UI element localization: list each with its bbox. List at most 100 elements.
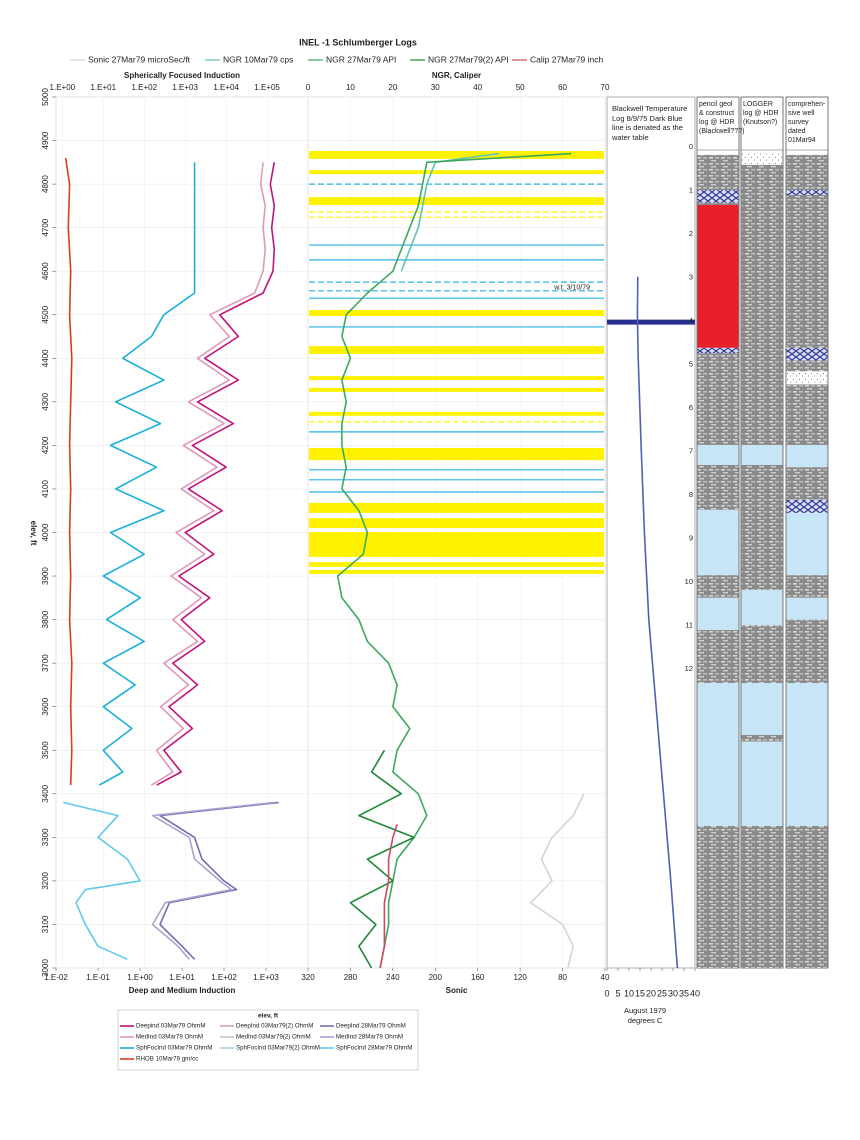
bottom-tick-label: 120 bbox=[513, 973, 527, 982]
litho-title: LOGGER log @ HDR (Knutson?) bbox=[743, 101, 779, 126]
litho-interval bbox=[697, 353, 739, 445]
log-curve bbox=[63, 801, 141, 961]
litho-interval bbox=[741, 683, 783, 736]
litho-interval bbox=[697, 826, 739, 968]
chart-title: INEL -1 Schlumberger Logs bbox=[299, 37, 417, 47]
bottom-tick-label: 320 bbox=[301, 973, 315, 982]
legend-label: DeepInd 28Mar79 OhmM bbox=[336, 1023, 406, 1030]
top-tick-label: 1.E+01 bbox=[90, 83, 116, 92]
bottom-tick-label: 80 bbox=[558, 973, 567, 982]
litho-interval bbox=[741, 589, 783, 626]
litho-title: comprehen-sive well survey dated 01Mar94 bbox=[788, 101, 826, 144]
legend-label: Sonic 27Mar79 microSec/ft bbox=[88, 54, 191, 64]
y-tick-label: 4000 bbox=[41, 523, 50, 541]
bottom-tick-label: 280 bbox=[344, 973, 358, 982]
bottom-tick-label: 15 bbox=[635, 988, 645, 998]
y-tick-label: 4800 bbox=[41, 175, 50, 193]
legend-label: SphFocInd 03Mar79 OhmM bbox=[136, 1045, 212, 1052]
log-curve bbox=[151, 801, 274, 960]
litho-interval bbox=[697, 205, 739, 348]
bottom-tick-label: 30 bbox=[668, 988, 678, 998]
litho-interval bbox=[786, 467, 828, 500]
ruler-label: 5 bbox=[689, 359, 693, 368]
y-tick-label: 3900 bbox=[41, 567, 50, 585]
y-tick-label: 4500 bbox=[41, 305, 50, 323]
bottom-tick-label: 1.E+03 bbox=[253, 973, 279, 982]
litho-interval bbox=[786, 347, 828, 361]
lithology-band bbox=[309, 518, 604, 529]
log-curve bbox=[336, 152, 572, 969]
bottom-tick-label: 25 bbox=[657, 988, 667, 998]
litho-interval bbox=[697, 154, 739, 191]
annotation: w.t. 3/10/79 bbox=[553, 285, 590, 292]
lithology-band bbox=[309, 387, 604, 392]
ruler-label: 11 bbox=[685, 620, 693, 629]
legend-title: elev, ft bbox=[258, 1013, 279, 1020]
legend-label: NGR 27Mar79 API bbox=[326, 54, 396, 64]
ruler-label: 10 bbox=[685, 577, 693, 586]
top-tick-label: 70 bbox=[601, 83, 610, 92]
litho-interval bbox=[697, 630, 739, 684]
ruler-label: 1 bbox=[689, 185, 693, 194]
bottom-tick-label: 40 bbox=[601, 973, 610, 982]
litho-interval bbox=[741, 164, 783, 445]
top-tick-label: 30 bbox=[431, 83, 440, 92]
litho-interval bbox=[786, 384, 828, 445]
y-tick-label: 5000 bbox=[41, 88, 50, 106]
top-tick-label: 40 bbox=[473, 83, 482, 92]
y-tick-label: 4700 bbox=[41, 218, 50, 236]
track-frame bbox=[606, 96, 696, 969]
top-tick-label: 1.E+04 bbox=[213, 83, 239, 92]
top-tick-label: 0 bbox=[306, 83, 311, 92]
litho-interval bbox=[786, 683, 828, 827]
y-tick-label: 3100 bbox=[41, 915, 50, 933]
lithology-band bbox=[309, 502, 604, 513]
litho-interval bbox=[697, 464, 739, 510]
ruler-label: 2 bbox=[689, 229, 693, 238]
y-tick-label: 3500 bbox=[41, 741, 50, 759]
litho-interval bbox=[697, 509, 739, 576]
lithology-band bbox=[309, 532, 604, 557]
track-bottom-label: Deep and Medium Induction bbox=[129, 986, 236, 995]
top-tick-label: 1.E+05 bbox=[254, 83, 280, 92]
lithology-band bbox=[309, 448, 604, 461]
y-tick-label: 4600 bbox=[41, 262, 50, 280]
litho-interval bbox=[741, 625, 783, 684]
y-tick-label: 3700 bbox=[41, 654, 50, 672]
legend-label: MedInd 03Mar79(2) OhmM bbox=[236, 1034, 311, 1041]
ruler-label: 12 bbox=[685, 664, 693, 673]
litho-interval bbox=[741, 741, 783, 827]
top-tick-label: 20 bbox=[388, 83, 397, 92]
bottom-tick-label: 1.E+00 bbox=[127, 973, 153, 982]
ruler-label: 4 bbox=[689, 316, 693, 325]
legend-label: Deepind 03Mar79 OhmM bbox=[136, 1023, 205, 1030]
top-tick-label: 1.E+03 bbox=[172, 83, 198, 92]
y-tick-label: 4400 bbox=[41, 349, 50, 367]
bottom-tick-label: 35 bbox=[679, 988, 689, 998]
y-tick-label: 4900 bbox=[41, 131, 50, 149]
litho-interval bbox=[697, 575, 739, 598]
bottom-tick-label: 240 bbox=[386, 973, 400, 982]
bottom-tick-label: 1.E+02 bbox=[211, 973, 237, 982]
log-curve bbox=[530, 793, 585, 969]
litho-interval bbox=[786, 499, 828, 513]
y-tick-label: 4300 bbox=[41, 392, 50, 410]
litho-interval bbox=[697, 347, 739, 354]
y-tick-label: 4200 bbox=[41, 436, 50, 454]
top-tick-label: 50 bbox=[516, 83, 525, 92]
litho-interval bbox=[741, 735, 783, 742]
ruler-label: 7 bbox=[689, 446, 693, 455]
litho-interval bbox=[786, 190, 828, 195]
ruler-label: 6 bbox=[689, 403, 693, 412]
log-curve bbox=[379, 824, 398, 969]
litho-interval bbox=[786, 444, 828, 468]
legend-label: SphFocInd 28Mar79 OhmM bbox=[336, 1045, 412, 1052]
y-tick-label: 3600 bbox=[41, 697, 50, 715]
temperature-axis-label: August 1979 degrees C bbox=[623, 1006, 667, 1025]
legend-label: RHOB 10Mar79 gm/cc bbox=[136, 1056, 198, 1063]
y-tick-label: 3000 bbox=[41, 959, 50, 977]
bottom-tick-label: 10 bbox=[624, 988, 634, 998]
bottom-tick-label: 20 bbox=[646, 988, 656, 998]
litho-interval bbox=[697, 190, 739, 203]
